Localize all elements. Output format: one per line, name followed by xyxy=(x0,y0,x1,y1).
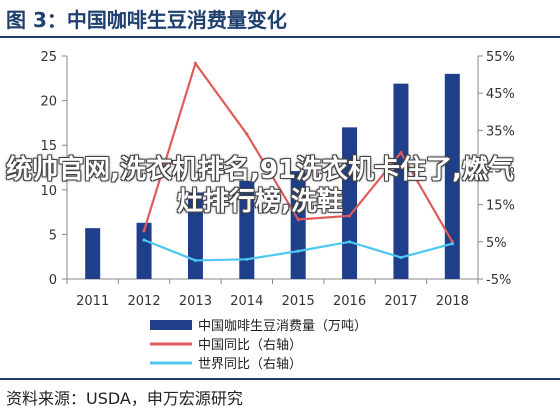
bar-2013 xyxy=(187,192,203,279)
legend-label-china-yoy: 中国同比（右轴） xyxy=(198,338,302,353)
left-axis-tick-label-0: 0 xyxy=(49,273,57,288)
right-axis-tick-label-5: 45% xyxy=(486,87,515,102)
china-yoy-point-2017 xyxy=(399,151,403,155)
china-yoy-point-2016 xyxy=(347,214,352,218)
x-axis-tick-label-2018: 2018 xyxy=(436,294,469,309)
china-yoy-point-2015 xyxy=(296,217,300,222)
bar-2014 xyxy=(239,180,255,279)
bar-2011 xyxy=(85,228,101,279)
legend-label-world-yoy: 世界同比（右轴） xyxy=(198,357,302,372)
x-axis-tick-label-2013: 2013 xyxy=(179,294,212,309)
world-yoy-point-2013 xyxy=(193,258,198,263)
bar-2012 xyxy=(136,222,152,279)
world-yoy-point-2017 xyxy=(399,255,403,260)
watermark-overlay-text: 统帅官网,洗衣机排名,91洗衣机卡住了,燃气灶排行榜,洗鞋 xyxy=(6,155,514,217)
legend-swatch-bar xyxy=(150,320,192,330)
source-note: 资料来源：USDA，申万宏源研究 xyxy=(6,389,243,408)
world-yoy-point-2018 xyxy=(450,242,454,246)
left-axis-tick-label-2: 10 xyxy=(40,184,57,199)
x-axis-tick-label-2014: 2014 xyxy=(230,294,263,309)
x-axis-tick-label-2011: 2011 xyxy=(76,294,109,309)
left-axis-tick-label-3: 15 xyxy=(40,139,57,154)
left-axis-tick-label-4: 20 xyxy=(40,95,57,110)
right-axis-tick-label-3: 25% xyxy=(486,162,515,177)
x-axis-tick-label-2017: 2017 xyxy=(384,294,417,309)
china-yoy-point-2013 xyxy=(193,61,198,66)
left-axis-tick-label-1: 5 xyxy=(49,228,57,243)
left-axis-tick-label-5: 25 xyxy=(40,50,57,65)
source-divider xyxy=(0,378,560,380)
world-yoy-point-2014 xyxy=(245,257,249,261)
bar-2016 xyxy=(342,127,358,279)
right-axis-tick-label-4: 35% xyxy=(486,124,515,139)
figure-title: 图 3：中国咖啡生豆消费量变化 xyxy=(6,8,287,32)
right-axis-tick-label-2: 15% xyxy=(486,199,515,214)
x-axis-tick-label-2012: 2012 xyxy=(128,294,161,309)
china-yoy-point-2012 xyxy=(142,229,146,233)
legend-label-bar: 中国咖啡生豆消费量（万吨） xyxy=(198,319,367,334)
figure-header: 图 3：中国咖啡生豆消费量变化 xyxy=(0,0,560,36)
right-axis-tick-label-6: 55% xyxy=(486,50,515,65)
world-yoy-point-2016 xyxy=(347,240,352,244)
right-axis-tick-label-1: 5% xyxy=(486,236,507,251)
china-yoy-point-2014 xyxy=(245,132,249,136)
chart-canvas: 0 5 10 15 20 25 -5% 5% 15% 25% 35% 45% 55% 2011 2012 20… xyxy=(40,50,515,372)
world-yoy-point-2012 xyxy=(142,238,146,242)
bar-2018 xyxy=(444,73,460,279)
world-yoy-point-2015 xyxy=(296,249,300,253)
bar-2017 xyxy=(393,83,409,279)
x-axis-tick-label-2015: 2015 xyxy=(282,294,315,309)
title-divider xyxy=(0,36,560,38)
right-axis-tick-label-0: -5% xyxy=(486,273,511,288)
x-axis-tick-label-2016: 2016 xyxy=(333,294,366,309)
